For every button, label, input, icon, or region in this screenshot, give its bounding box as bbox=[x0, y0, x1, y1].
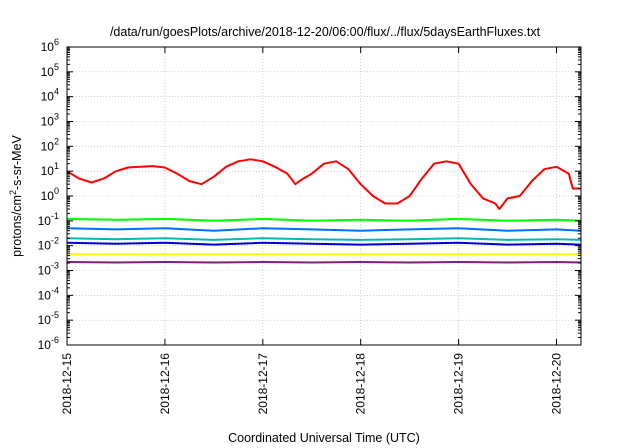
y-tick-label-exponent: 5 bbox=[54, 62, 59, 72]
y-tick-label-base: 10 bbox=[41, 189, 55, 203]
y-axis-label-group: protons/cm2-s-sr-MeV bbox=[8, 134, 24, 256]
series-line bbox=[66, 158, 581, 210]
y-tick-label: 10-3 bbox=[38, 261, 59, 278]
series-line bbox=[66, 261, 582, 264]
y-axis-label-text: -s-sr-MeV bbox=[10, 134, 24, 190]
x-tick-label: 2018-12-17 bbox=[256, 353, 270, 415]
y-axis-label-text: protons/cm bbox=[10, 195, 24, 257]
y-tick-label-base: 10 bbox=[41, 115, 55, 129]
y-tick-label-base: 10 bbox=[41, 65, 55, 79]
y-tick-label-exponent: -3 bbox=[51, 261, 59, 271]
y-tick-label-exponent: 3 bbox=[54, 112, 59, 122]
y-tick-label-exponent: -6 bbox=[51, 335, 59, 345]
y-tick-label-base: 10 bbox=[38, 288, 52, 302]
axis-ticks: 10-610-510-410-310-210-11001011021031041… bbox=[38, 37, 581, 414]
series-line bbox=[66, 241, 582, 246]
y-tick-label: 10-4 bbox=[38, 285, 59, 302]
x-tick-label: 2018-12-15 bbox=[60, 353, 74, 415]
y-tick-label: 104 bbox=[41, 87, 59, 104]
y-tick-label-base: 10 bbox=[41, 90, 55, 104]
series-line bbox=[66, 217, 582, 222]
y-tick-label: 10-1 bbox=[38, 211, 59, 228]
y-tick-label-base: 10 bbox=[38, 239, 52, 253]
x-tick-label: 2018-12-20 bbox=[550, 353, 564, 415]
y-tick-label: 101 bbox=[41, 161, 59, 178]
y-tick-label-exponent: -5 bbox=[51, 310, 59, 320]
y-tick-label-base: 10 bbox=[38, 264, 52, 278]
x-axis-label: Coordinated Universal Time (UTC) bbox=[228, 431, 420, 445]
y-tick-label-exponent: -1 bbox=[51, 211, 59, 221]
chart-title: /data/run/goesPlots/archive/2018-12-20/0… bbox=[110, 25, 541, 39]
x-tick-label: 2018-12-19 bbox=[452, 353, 466, 415]
y-tick-label-base: 10 bbox=[38, 313, 52, 327]
y-tick-label: 10-2 bbox=[38, 236, 59, 253]
y-tick-label-exponent: 4 bbox=[54, 87, 59, 97]
y-tick-label-base: 10 bbox=[38, 214, 52, 228]
series-lines bbox=[66, 158, 582, 264]
series-line bbox=[66, 227, 582, 232]
y-tick-label-exponent: 0 bbox=[54, 186, 59, 196]
y-tick-label-base: 10 bbox=[41, 164, 55, 178]
y-axis-label: protons/cm2-s-sr-MeV bbox=[8, 134, 24, 256]
y-tick-label-exponent: -4 bbox=[51, 285, 59, 295]
y-tick-label: 105 bbox=[41, 62, 59, 79]
y-tick-label-exponent: 6 bbox=[54, 37, 59, 47]
y-tick-label: 103 bbox=[41, 112, 59, 129]
x-tick-label: 2018-12-16 bbox=[158, 353, 172, 415]
y-tick-label: 102 bbox=[41, 136, 59, 153]
y-tick-label: 100 bbox=[41, 186, 59, 203]
y-tick-label: 10-6 bbox=[38, 335, 59, 352]
y-tick-label-base: 10 bbox=[41, 40, 55, 54]
y-tick-label-base: 10 bbox=[38, 338, 52, 352]
y-tick-label-exponent: 2 bbox=[54, 136, 59, 146]
series-line bbox=[66, 237, 582, 241]
y-axis-label-superscript: 2 bbox=[8, 190, 18, 195]
y-tick-label-exponent: -2 bbox=[51, 236, 59, 246]
y-tick-label: 106 bbox=[41, 37, 59, 54]
y-tick-label: 10-5 bbox=[38, 310, 59, 327]
y-tick-label-exponent: 1 bbox=[54, 161, 59, 171]
x-tick-label: 2018-12-18 bbox=[354, 353, 368, 415]
y-tick-label-base: 10 bbox=[41, 139, 55, 153]
